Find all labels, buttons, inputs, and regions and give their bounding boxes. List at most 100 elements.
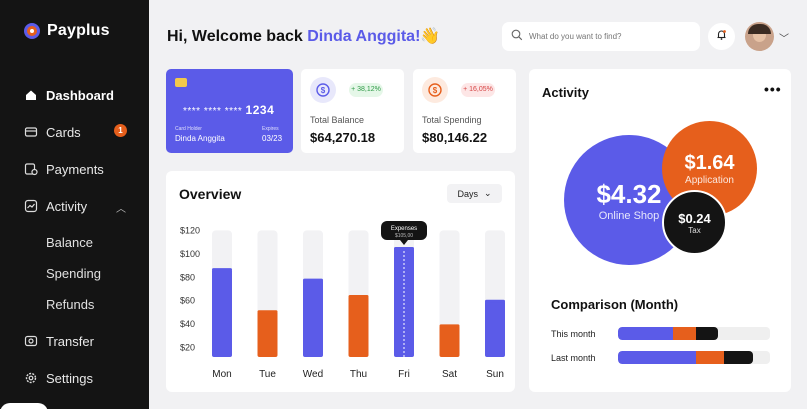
comparison-row-label: Last month — [551, 353, 596, 363]
cards-badge: 1 — [114, 124, 127, 137]
avatar[interactable] — [745, 22, 774, 51]
bubble-value: $4.32 — [596, 178, 662, 209]
bubble-tax[interactable]: $0.24 Tax — [662, 190, 727, 255]
sidebar-item-transfer[interactable]: Transfer — [24, 331, 94, 351]
comparison-row-label: This month — [551, 329, 596, 339]
bar — [212, 269, 232, 357]
comparison-segment — [618, 327, 673, 340]
card-number-last: 1234 — [245, 103, 275, 117]
bar-cap — [257, 310, 278, 314]
y-tick-label: $20 — [180, 343, 195, 353]
x-tick-label: Sun — [486, 369, 504, 380]
sidebar-subitem-balance[interactable]: Balance — [46, 235, 93, 250]
comparison-segment — [672, 327, 696, 340]
home-icon — [24, 88, 38, 102]
comparison-title: Comparison (Month) — [551, 297, 679, 312]
bar-cap — [394, 246, 414, 250]
overview-chart: $120 $100 $80 $60 $40 $20 Mon Tue Wed Thu Fri Expen… — [180, 220, 505, 380]
sidebar-item-label: Payments — [46, 161, 104, 177]
spending-icon: $ — [422, 77, 448, 103]
svg-text:$: $ — [433, 86, 438, 95]
svg-text:$: $ — [321, 86, 326, 95]
bubble-value: $0.24 — [678, 210, 711, 226]
greeting-text: Hi, Welcome back — [167, 28, 303, 45]
card-expires-label: Expires — [262, 126, 279, 132]
sidebar-subitem-spending[interactable]: Spending — [46, 266, 101, 281]
chevron-down-icon: ⌄ — [483, 188, 492, 198]
comparison-segment — [695, 327, 719, 340]
bar — [394, 247, 414, 357]
transfer-icon — [24, 334, 38, 348]
bar — [439, 325, 460, 357]
total-spending-card[interactable]: $ + 16,05% Total Spending $80,146.22 — [413, 69, 516, 153]
tooltip-box — [381, 220, 427, 240]
y-tick-label: $60 — [180, 296, 195, 306]
sidebar-item-label: Settings — [46, 370, 93, 386]
y-tick-label: $120 — [180, 225, 200, 235]
total-balance-card[interactable]: $ + 38,12% Total Balance $64,270.18 — [301, 69, 404, 153]
sidebar-item-label: Dashboard — [46, 87, 114, 103]
search-bar[interactable] — [502, 22, 700, 51]
card-holder-name: Dinda Anggita — [175, 134, 225, 143]
balance-value: $64,270.18 — [310, 130, 376, 145]
comparison-bar-this-month — [618, 327, 770, 340]
gear-icon — [24, 371, 38, 385]
activity-icon — [24, 199, 38, 213]
sidebar-item-activity[interactable]: Activity — [24, 196, 87, 216]
chevron-down-icon[interactable]: ﹀ — [779, 34, 789, 45]
more-options-icon[interactable]: ••• — [764, 81, 782, 97]
bar — [303, 279, 323, 357]
bubble-label: Application — [685, 174, 734, 186]
sidebar-item-label: Activity — [46, 198, 88, 214]
bar — [257, 311, 278, 357]
x-tick-label: Wed — [303, 369, 323, 380]
chevron-up-icon[interactable]: ︿ — [116, 204, 126, 215]
comparison-segment — [695, 351, 725, 364]
tooltip-value: $105,00 — [395, 233, 413, 239]
spending-value: $80,146.22 — [422, 130, 488, 145]
wave-emoji: 👋 — [420, 28, 441, 45]
notification-button[interactable] — [708, 23, 735, 50]
tooltip-pointer — [400, 239, 408, 245]
x-tick-label: Tue — [259, 369, 276, 380]
y-tick-label: $80 — [180, 272, 195, 282]
y-tick-label: $40 — [180, 319, 195, 329]
activity-panel: Activity ••• $4.32 Online Shop $1.64 App… — [529, 69, 791, 392]
balance-label: Total Balance — [310, 115, 365, 125]
balance-change-badge: + 38,12% — [349, 83, 383, 97]
tooltip-label: Expenses — [391, 226, 417, 232]
bubble-value: $1.64 — [684, 151, 735, 174]
brand-logo[interactable]: Payplus — [24, 22, 110, 40]
card-holder-label: Card Holder — [175, 126, 202, 132]
bank-card[interactable]: **** **** **** 1234 Card Holder Expires … — [166, 69, 293, 153]
x-tick-label: Mon — [212, 369, 231, 380]
sidebar-item-settings[interactable]: Settings — [24, 368, 93, 388]
spending-change-badge: + 16,05% — [461, 83, 495, 97]
comparison-segment — [618, 351, 696, 364]
user-name: Dinda Anggita! — [307, 28, 421, 45]
range-dropdown[interactable]: Days ⌄ — [447, 184, 502, 203]
overview-panel: $120 $100 $80 $60 $40 $20 Mon Tue Wed Thu Fri Expen… — [166, 171, 515, 392]
search-input[interactable] — [529, 32, 689, 41]
sidebar-subitem-refunds[interactable]: Refunds — [46, 297, 95, 312]
activity-title: Activity — [542, 85, 589, 100]
overview-title: Overview — [179, 186, 242, 202]
logo-icon — [24, 23, 40, 39]
sidebar-item-label: Cards — [46, 124, 81, 140]
sidebar-item-cards[interactable]: Cards — [24, 122, 81, 142]
card-number: **** **** **** 1234 — [183, 103, 274, 117]
x-tick-label: Thu — [350, 369, 367, 380]
bar-cap — [485, 299, 505, 303]
comparison-segment — [724, 351, 754, 364]
bell-icon — [715, 28, 728, 46]
bar-cap — [212, 268, 232, 272]
brand-name: Payplus — [47, 22, 110, 39]
sidebar-item-dashboard[interactable]: Dashboard — [24, 85, 114, 105]
sidebar-item-payments[interactable]: Payments — [24, 159, 104, 179]
search-icon — [511, 28, 523, 46]
card-expiry: 03/23 — [262, 134, 283, 143]
sidebar: Payplus Dashboard Cards 1 Payments Activ… — [0, 0, 149, 409]
spending-label: Total Spending — [422, 115, 482, 125]
bar-cap — [439, 324, 460, 328]
bar — [348, 296, 369, 357]
